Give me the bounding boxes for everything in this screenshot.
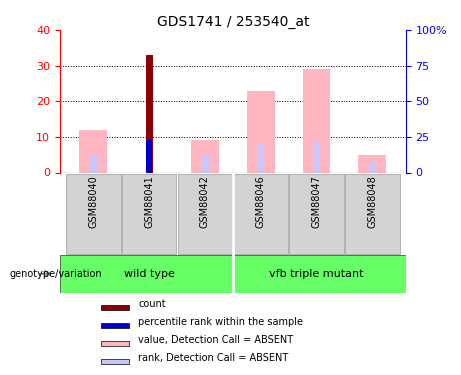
Bar	[345, 174, 400, 254]
Text: genotype/variation: genotype/variation	[9, 269, 102, 279]
Bar	[66, 174, 121, 254]
Bar	[90, 154, 97, 172]
Text: wild type: wild type	[124, 269, 175, 279]
Title: GDS1741 / 253540_at: GDS1741 / 253540_at	[157, 15, 309, 29]
Bar	[101, 323, 129, 328]
Bar	[60, 255, 233, 292]
Bar	[257, 144, 264, 172]
Text: value, Detection Call = ABSENT: value, Detection Call = ABSENT	[138, 335, 293, 345]
Bar	[101, 359, 129, 364]
Text: rank, Detection Call = ABSENT: rank, Detection Call = ABSENT	[138, 353, 289, 363]
Bar	[79, 130, 107, 172]
Bar	[146, 55, 153, 172]
Text: vfb triple mutant: vfb triple mutant	[269, 269, 364, 279]
Text: GSM88048: GSM88048	[367, 175, 377, 228]
Bar	[101, 341, 129, 346]
Bar	[247, 91, 275, 172]
Bar	[233, 255, 406, 292]
Bar	[146, 141, 152, 172]
Text: percentile rank within the sample: percentile rank within the sample	[138, 317, 303, 327]
Text: GSM88042: GSM88042	[200, 175, 210, 228]
Bar	[122, 174, 177, 254]
Text: count: count	[138, 298, 166, 309]
Text: GSM88046: GSM88046	[256, 175, 266, 228]
Bar	[201, 156, 208, 172]
Bar	[177, 174, 232, 254]
Text: GSM88041: GSM88041	[144, 175, 154, 228]
Bar	[369, 162, 376, 172]
Bar	[101, 305, 129, 310]
Bar	[302, 69, 331, 172]
Text: GSM88040: GSM88040	[89, 175, 98, 228]
Text: GSM88047: GSM88047	[312, 175, 321, 228]
Bar	[289, 174, 344, 254]
Bar	[233, 174, 288, 254]
Bar	[313, 142, 320, 172]
Bar	[191, 141, 219, 172]
Bar	[358, 154, 386, 172]
